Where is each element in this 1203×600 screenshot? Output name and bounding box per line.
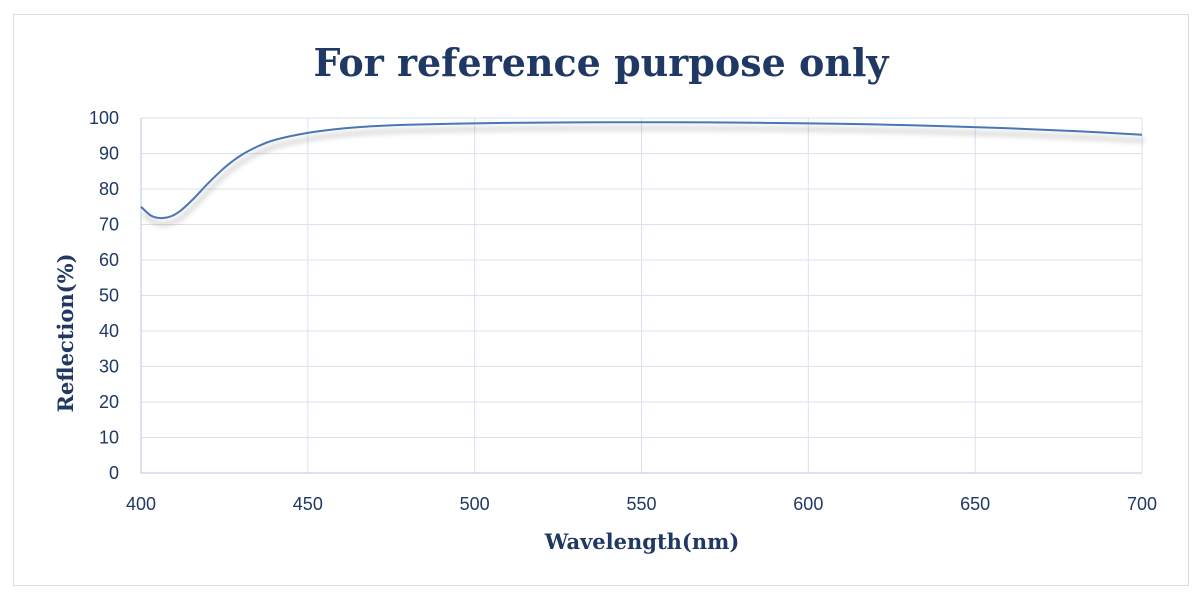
y-tick-label: 60: [99, 250, 119, 270]
x-tick-label: 400: [126, 494, 156, 514]
tick-labels: 0 10 20 30 40 50 60 70 80 90 100 400 450 500 550 600 650…: [89, 108, 1157, 514]
y-tick-label: 30: [99, 357, 119, 377]
x-tick-label: 500: [460, 494, 490, 514]
reflection-series-line: [140, 121, 1143, 220]
chart-title: For reference purpose only: [313, 40, 889, 85]
y-tick-label: 70: [99, 215, 119, 235]
y-tick-label: 40: [99, 321, 119, 341]
x-tick-label: 600: [793, 494, 823, 514]
y-tick-label: 90: [99, 144, 119, 164]
series: [140, 121, 1143, 220]
y-tick-label: 20: [99, 392, 119, 412]
y-tick-label: 0: [109, 463, 119, 483]
y-tick-label: 100: [89, 108, 119, 128]
x-axis-title: Wavelength(nm): [544, 529, 740, 554]
x-tick-label: 700: [1127, 494, 1157, 514]
chart-frame: [13, 14, 1189, 586]
x-tick-label: 450: [293, 494, 323, 514]
x-tick-label: 650: [960, 494, 990, 514]
axes: [140, 118, 1142, 474]
y-tick-label: 80: [99, 179, 119, 199]
grid: [141, 117, 1143, 473]
y-axis-title: Reflection(%): [53, 253, 78, 412]
y-tick-label: 50: [99, 286, 119, 306]
y-tick-label: 10: [99, 428, 119, 448]
x-tick-label: 550: [626, 494, 656, 514]
